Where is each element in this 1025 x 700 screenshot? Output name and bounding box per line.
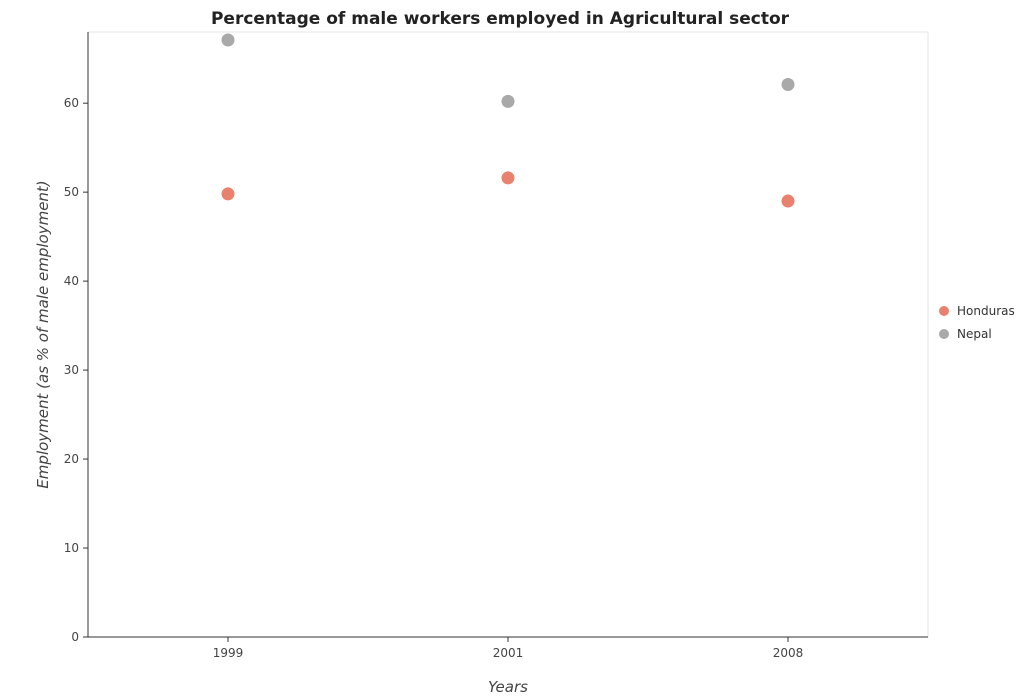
legend-label-honduras: Honduras	[957, 304, 1015, 318]
point-honduras-1999	[221, 187, 235, 201]
y-tick-label: 20	[64, 452, 79, 466]
x-axis-title: Years	[488, 678, 528, 696]
point-honduras-2001	[501, 171, 515, 185]
y-tick-label: 50	[64, 185, 79, 199]
point-honduras-2008	[781, 194, 795, 208]
y-tick-label: 0	[71, 630, 79, 644]
y-tick-label: 30	[64, 363, 79, 377]
y-axis-ticks: 0 10 20 30 40 50 60	[64, 96, 88, 644]
legend-marker-honduras	[939, 306, 949, 316]
point-nepal-2001	[501, 94, 515, 108]
y-tick-label: 10	[64, 541, 79, 555]
y-axis-title: Employment (as % of male employment)	[34, 180, 52, 488]
x-tick-label: 2008	[773, 646, 804, 660]
y-tick-label: 40	[64, 274, 79, 288]
data-points	[221, 33, 795, 208]
chart-title: Percentage of male workers employed in A…	[211, 9, 790, 29]
x-axis-ticks: 1999 2001 2008	[213, 637, 804, 660]
legend-label-nepal: Nepal	[957, 327, 992, 341]
legend: Honduras Nepal	[939, 304, 1015, 341]
plot-area	[87, 31, 929, 638]
x-tick-label: 1999	[213, 646, 244, 660]
point-nepal-1999	[221, 33, 235, 47]
point-nepal-2008	[781, 77, 795, 91]
x-tick-label: 2001	[493, 646, 524, 660]
legend-marker-nepal	[939, 329, 949, 339]
y-tick-label: 60	[64, 96, 79, 110]
